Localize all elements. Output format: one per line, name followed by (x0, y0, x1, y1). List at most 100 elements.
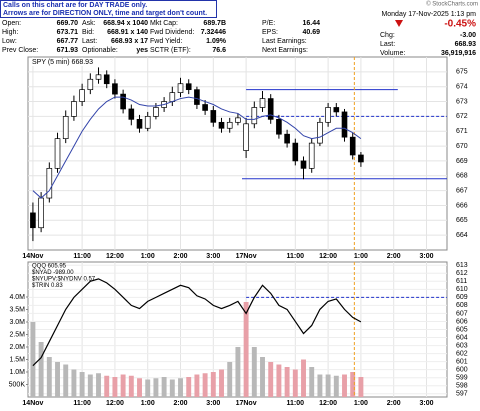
field-label: Bid: (82, 29, 94, 36)
volume-bar (276, 364, 282, 397)
y2-tick-label: 602 (456, 350, 468, 357)
y-tick-label: 3.5M (9, 306, 25, 313)
candle-body (177, 83, 184, 93)
volume-bar (169, 379, 175, 397)
y-tick-label: 2.5M (9, 331, 25, 338)
y2-tick-label: 606 (456, 318, 468, 325)
y2-tick-label: 600 (456, 367, 468, 374)
y2-tick-label: 609 (456, 294, 468, 301)
volume-bar (79, 372, 85, 397)
legend: $TRIN 0.83 (32, 283, 63, 289)
y-tick-label: 670 (456, 143, 468, 150)
volume-bar (210, 372, 216, 397)
x-tick-label: 14Nov (22, 400, 43, 406)
volume-bar (350, 372, 356, 397)
field-value: 40.69 (302, 29, 320, 36)
candle-body (62, 116, 69, 140)
field-value: yes (136, 47, 148, 54)
y-tick-label: 2.0M (9, 344, 25, 351)
y2-tick-label: 607 (456, 310, 468, 317)
field-label: Prev Close: (2, 47, 38, 54)
y-tick-label: 1.0M (9, 369, 25, 376)
field-label: SCTR (ETF): (150, 47, 191, 54)
candle-body (259, 98, 266, 108)
candle-body (333, 107, 340, 113)
qqq-line (32, 278, 362, 367)
y-tick-label: 500K (9, 381, 26, 388)
volume-bar (104, 375, 110, 397)
x-tick-label: 1:00 (354, 253, 368, 260)
quote-date: Monday 17-Nov-2025 1:13 pm (381, 11, 476, 18)
candle-body (185, 83, 192, 91)
volume-bar (309, 367, 315, 397)
y-tick-label: 668 (456, 173, 468, 180)
legend: SPY (5 min) 668.93 (32, 59, 93, 66)
field-label: Chg: (380, 32, 395, 39)
volume-bar (358, 377, 364, 397)
y-tick-label: 666 (456, 202, 468, 209)
candle-body (120, 93, 126, 110)
volume-bar (227, 362, 233, 397)
candle-body (325, 107, 331, 123)
notice-line: Calls on this chart are for DAY TRADE on… (3, 2, 147, 9)
field-label: EPS: (262, 29, 278, 36)
y-tick-label: 673 (456, 98, 468, 105)
volume-bar (87, 374, 93, 397)
candle-body (218, 121, 225, 129)
candle-body (276, 119, 282, 135)
x-tick-label: 17Nov (236, 253, 257, 260)
field-label: Last: (82, 38, 97, 45)
volume-bar (333, 375, 339, 397)
field-label: Next Earnings: (262, 47, 308, 54)
volume-bar (46, 357, 52, 397)
y-tick-label: 4.0M (9, 294, 25, 301)
volume-bar (194, 374, 200, 397)
volume-bar (251, 347, 257, 397)
volume-bar (342, 374, 347, 397)
volume-bar (292, 369, 298, 397)
field-value: 668.91 x 140 (107, 29, 148, 36)
watermark: © StockCharts.com (426, 1, 478, 8)
candle-body (292, 142, 299, 162)
candle-body (169, 92, 176, 102)
y2-tick-label: 612 (456, 270, 468, 277)
y-tick-label: 667 (456, 187, 468, 194)
change-pct: -0.45% (444, 19, 476, 30)
volume-bar (202, 373, 208, 397)
y2-tick-label: 608 (456, 302, 468, 309)
y2-tick-label: 598 (456, 383, 468, 390)
candle-body (46, 167, 53, 199)
y2-tick-label: 604 (456, 334, 468, 341)
candle-body (308, 142, 315, 169)
candle-body (284, 133, 290, 144)
volume-bar (38, 342, 44, 397)
volume-bar (317, 374, 323, 397)
volume-bar (219, 369, 224, 397)
candle-body (30, 212, 36, 229)
volume-bar (128, 375, 134, 397)
field-value: 671.93 (57, 47, 79, 54)
x-tick-label: 2:00 (387, 253, 401, 260)
y2-tick-label: 603 (456, 342, 468, 349)
y2-tick-label: 611 (456, 278, 467, 285)
volume-bar (325, 374, 331, 397)
y2-tick-label: 610 (456, 286, 468, 293)
y2-tick-label: 601 (456, 358, 468, 365)
legend: QQQ 605.95 (32, 264, 67, 270)
y2-tick-label: 599 (456, 375, 468, 382)
candle-body (153, 107, 159, 117)
x-tick-label: 2:00 (174, 400, 188, 406)
volume-bar (243, 302, 249, 397)
x-tick-label: 3:00 (419, 400, 433, 406)
x-tick-label: 2:00 (174, 253, 188, 260)
field-value: 667.77 (57, 38, 79, 45)
candle-body (267, 98, 274, 120)
y-tick-label: 675 (456, 69, 468, 76)
down-arrow (395, 20, 403, 27)
field-value: 16.44 (302, 20, 320, 27)
candle-body (54, 138, 61, 169)
candle-body (251, 107, 258, 125)
volume-bar (55, 362, 60, 397)
volume-bar (120, 374, 126, 397)
